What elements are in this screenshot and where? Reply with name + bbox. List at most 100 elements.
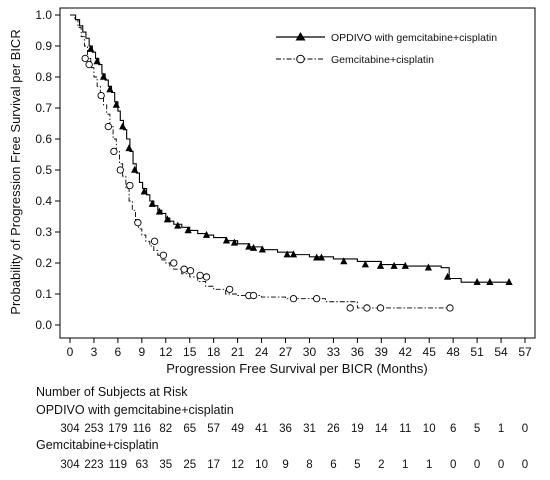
risk-value: 304	[60, 423, 80, 435]
opdivo-censor-mark	[249, 243, 258, 251]
gemcitabine-censor-mark	[81, 54, 89, 63]
risk-value: 36	[279, 423, 292, 435]
y-axis: 0.0 0.1 0.2 0.3 0.4 0.5 0.6 0.7 0.8 0.9 1.0	[35, 8, 60, 332]
risk-value: 1	[498, 423, 504, 435]
risk-value: 8	[306, 459, 312, 471]
risk-row-opdivo: 304 253 179 116 82 65 57 49 41 36 31 26 19 14 11 10 6 5 1 0	[60, 423, 528, 435]
opdivo-censor-mark	[163, 215, 171, 223]
y-tick-label: 0.6	[35, 132, 52, 146]
risk-value: 6	[450, 423, 456, 435]
opdivo-censor-mark	[390, 261, 398, 269]
risk-value: 19	[351, 423, 364, 435]
gemcitabine-censor-mark	[376, 304, 385, 312]
gemcitabine-censor-mark	[346, 304, 354, 312]
risk-value: 5	[354, 459, 360, 471]
risk-value: 253	[84, 423, 103, 435]
opdivo-censor-mark	[131, 165, 139, 173]
gemcitabine-censor-mark	[126, 181, 134, 190]
x-axis-title: Progression Free Survival per BICR (Mont…	[166, 361, 428, 376]
gemcitabine-censor-mark	[159, 251, 168, 259]
x-tick-label: 54	[494, 345, 508, 359]
x-axis: 0 3 6 9 12 15 18 21 24 27 30 33 36 39 42 45 48 51 54 57	[67, 338, 532, 359]
risk-value: 35	[159, 459, 172, 471]
x-tick-label: 15	[183, 345, 197, 359]
risk-value: 82	[159, 423, 172, 435]
x-tick-label: 36	[351, 345, 365, 359]
x-tick-label: 9	[138, 345, 145, 359]
gemcitabine-censor-mark	[85, 60, 93, 69]
opdivo-censor-mark	[486, 278, 494, 286]
gemcitabine-censor-mark	[313, 294, 321, 303]
opdivo-censor-mark	[222, 236, 231, 244]
risk-value: 65	[183, 423, 196, 435]
gemcitabine-censor-mark	[180, 265, 188, 273]
x-tick-label: 30	[303, 345, 317, 359]
opdivo-censor-mark	[148, 199, 156, 207]
opdivo-censor-mark	[313, 253, 321, 261]
opdivo-censor-mark	[283, 250, 291, 258]
opdivo-censor-mark	[119, 122, 127, 130]
gemcitabine-censor-mark	[249, 291, 258, 300]
risk-value: 0	[498, 459, 504, 471]
opdivo-censor-mark	[505, 278, 513, 286]
gemcitabine-censor-mark	[363, 304, 371, 312]
risk-table-title: Number of Subjects at Risk	[36, 385, 188, 399]
y-tick-label: 0.4	[35, 194, 52, 208]
gemcitabine-curve	[70, 14, 450, 309]
opdivo-censor-mark	[184, 226, 192, 234]
x-tick-label: 42	[399, 345, 413, 359]
risk-value: 223	[84, 459, 103, 471]
gemcitabine-censor-mark	[97, 91, 105, 100]
x-tick-label: 57	[518, 345, 532, 359]
gemcitabine-censor-mark	[110, 147, 118, 156]
opdivo-censor-mark	[125, 144, 133, 152]
risk-value: 63	[135, 459, 148, 471]
risk-row-label-gemcitabine: Gemcitabine+cisplatin	[36, 438, 159, 452]
gemcitabine-censor-mark	[104, 122, 112, 131]
y-tick-label: 0.9	[35, 39, 52, 53]
y-axis-title: Probability of Progression Free Survival…	[8, 29, 23, 314]
risk-value: 12	[231, 459, 244, 471]
opdivo-censor-mark	[174, 221, 182, 229]
risk-value: 0	[474, 459, 480, 471]
legend-label-gemcitabine: Gemcitabine+cisplatin	[331, 54, 434, 66]
risk-value: 10	[255, 459, 268, 471]
gemcitabine-censor-mark	[446, 304, 454, 312]
opdivo-censor-mark	[99, 72, 108, 80]
opdivo-censor-mark	[140, 187, 148, 195]
gemcitabine-censor-mark	[186, 267, 195, 275]
legend-label-opdivo: OPDIVO with gemcitabine+cisplatin	[331, 32, 497, 44]
risk-value: 14	[375, 423, 388, 435]
risk-value: 31	[303, 423, 316, 435]
risk-value: 0	[450, 459, 456, 471]
gemcitabine-censor-mark	[170, 259, 178, 267]
opdivo-censor-mark	[230, 238, 239, 246]
opdivo-censor-mark	[361, 260, 369, 268]
y-tick-label: 0.8	[35, 70, 52, 84]
opdivo-censor-mark	[202, 230, 211, 238]
x-tick-label: 0	[67, 345, 74, 359]
risk-value: 17	[207, 459, 220, 471]
y-tick-label: 0.5	[35, 163, 52, 177]
gemcitabine-censor-mark	[289, 294, 298, 303]
risk-value: 119	[109, 459, 127, 471]
risk-value: 304	[60, 459, 80, 471]
opdivo-censor-mark	[106, 85, 114, 93]
y-tick-label: 0.3	[35, 225, 52, 239]
opdivo-censor-mark	[340, 257, 348, 265]
risk-value: 0	[522, 423, 528, 435]
risk-row-gemcitabine: 304 223 119 63 35 25 17 12 10 9 8 6 5 2 1 1 0 0 0 0	[60, 459, 528, 471]
gemcitabine-censor-mark	[150, 237, 159, 245]
opdivo-censor-mark	[401, 261, 409, 269]
legend-marker-opdivo	[295, 32, 306, 41]
risk-value: 1	[402, 459, 408, 471]
risk-value: 11	[399, 423, 411, 435]
x-tick-label: 6	[115, 345, 122, 359]
opdivo-censor-mark	[112, 100, 120, 108]
y-tick-label: 0.1	[35, 287, 52, 301]
risk-value: 1	[426, 459, 432, 471]
gemcitabine-censor-mark	[116, 166, 124, 174]
opdivo-censor-mark	[289, 250, 298, 258]
risk-value: 2	[378, 459, 384, 471]
gemcitabine-censor-mark	[202, 273, 211, 281]
